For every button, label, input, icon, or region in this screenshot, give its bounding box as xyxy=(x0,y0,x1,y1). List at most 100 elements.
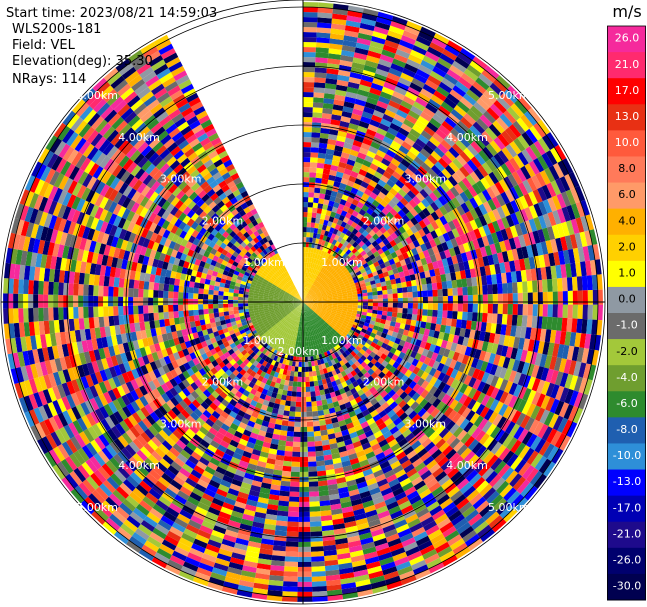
gate-cell xyxy=(48,449,61,465)
gate-cell xyxy=(303,302,306,307)
gate-cell xyxy=(380,519,394,529)
gate-cell xyxy=(346,257,353,264)
gate-cell xyxy=(375,215,383,223)
gate-cell xyxy=(322,341,327,348)
gate-cell xyxy=(315,248,320,255)
gate-cell xyxy=(367,455,378,464)
gate-cell xyxy=(533,473,547,489)
gate-cell xyxy=(465,410,476,422)
gate-cell xyxy=(518,258,526,271)
gate-cell xyxy=(239,405,248,413)
gate-cell xyxy=(438,157,449,169)
gate-cell xyxy=(327,205,334,212)
gate-cell xyxy=(280,347,285,354)
gate-cell xyxy=(222,435,232,445)
gate-cell xyxy=(517,373,527,387)
gate-cell xyxy=(326,339,331,345)
gate-cell xyxy=(312,324,316,330)
gate-cell xyxy=(303,72,315,78)
gate-cell xyxy=(303,302,307,306)
gate-cell xyxy=(313,318,317,324)
gate-cell xyxy=(198,384,207,393)
gate-cell xyxy=(405,319,412,326)
gate-cell xyxy=(431,434,443,446)
gate-cell xyxy=(450,342,458,352)
gate-cell xyxy=(341,506,354,514)
gate-cell xyxy=(296,386,302,392)
gate-cell xyxy=(54,429,66,444)
gate-cell xyxy=(253,582,269,590)
gate-cell xyxy=(547,279,553,292)
gate-cell xyxy=(447,350,456,360)
gate-cell xyxy=(425,276,432,285)
gate-cell xyxy=(455,169,466,181)
gate-cell xyxy=(442,554,458,567)
gate-cell xyxy=(436,243,444,253)
gate-cell xyxy=(344,368,351,375)
gate-cell xyxy=(284,380,290,386)
gate-cell xyxy=(402,95,416,106)
gate-cell xyxy=(367,302,373,307)
gate-cell xyxy=(410,319,417,327)
gate-cell xyxy=(344,184,353,192)
gate-cell xyxy=(459,327,466,337)
gate-cell xyxy=(437,372,446,382)
gate-cell xyxy=(267,504,279,511)
gate-cell xyxy=(417,92,431,103)
gate-cell xyxy=(447,40,463,53)
gate-cell xyxy=(286,436,294,442)
gate-cell xyxy=(379,226,387,234)
gate-cell xyxy=(359,331,366,337)
gate-cell xyxy=(480,528,495,542)
gate-cell xyxy=(227,519,241,529)
gate-cell xyxy=(312,202,319,209)
gate-cell xyxy=(109,441,121,454)
gate-cell xyxy=(172,443,184,454)
gate-cell xyxy=(298,316,301,322)
gate-cell xyxy=(414,444,425,454)
gate-cell xyxy=(132,438,144,450)
gate-cell xyxy=(306,282,309,288)
gate-cell xyxy=(127,414,138,427)
gate-cell xyxy=(315,309,321,313)
gate-cell xyxy=(115,506,130,520)
gate-cell xyxy=(406,398,416,407)
gate-cell xyxy=(316,208,323,214)
gate-cell xyxy=(158,429,169,441)
gate-cell xyxy=(539,328,547,342)
gate-cell xyxy=(236,334,243,340)
gate-cell xyxy=(328,316,334,321)
gate-cell xyxy=(344,263,351,269)
gate-cell xyxy=(492,303,498,314)
gate-cell xyxy=(421,424,432,435)
gate-cell xyxy=(352,440,362,449)
gate-cell xyxy=(113,453,126,467)
gate-cell xyxy=(257,558,272,566)
gate-cell xyxy=(250,377,258,384)
gate-cell xyxy=(341,312,347,316)
gate-cell xyxy=(575,201,586,218)
gate-cell xyxy=(303,107,313,113)
gate-cell xyxy=(326,344,332,351)
gate-cell xyxy=(212,398,221,407)
gate-cell xyxy=(312,268,316,274)
gate-cell xyxy=(297,311,300,317)
gate-cell xyxy=(490,375,500,388)
gate-cell xyxy=(526,244,534,258)
gate-cell xyxy=(384,356,392,364)
gate-cell xyxy=(380,426,390,435)
gate-cell xyxy=(270,484,281,491)
gate-cell xyxy=(318,338,323,344)
gate-cell xyxy=(362,69,376,78)
gate-cell xyxy=(340,455,350,463)
gate-cell xyxy=(581,319,588,334)
gate-cell xyxy=(323,323,328,328)
gate-cell xyxy=(438,441,450,453)
gate-cell xyxy=(335,260,342,266)
gate-cell xyxy=(425,232,434,242)
gate-cell xyxy=(294,304,299,308)
gate-cell xyxy=(466,159,478,172)
gate-cell xyxy=(184,556,201,568)
gate-cell xyxy=(112,489,126,503)
gate-cell xyxy=(364,188,373,197)
